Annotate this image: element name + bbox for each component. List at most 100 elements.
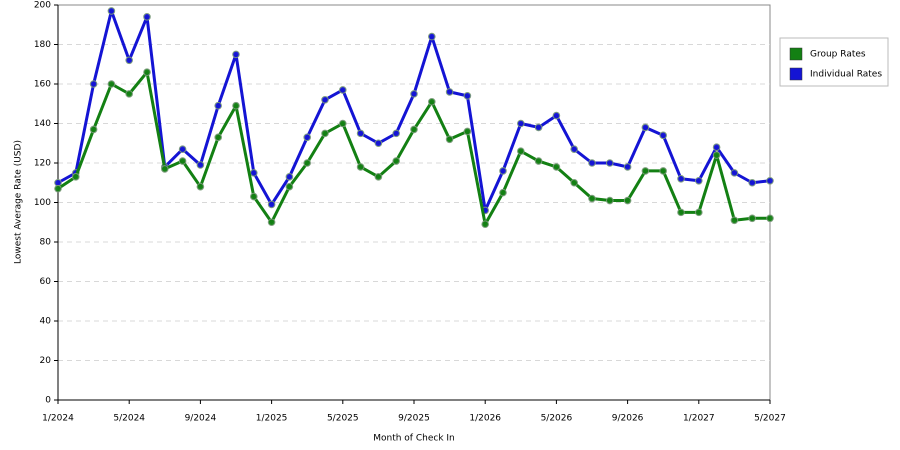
data-point <box>374 139 383 148</box>
data-point <box>89 125 98 134</box>
data-point <box>712 143 721 151</box>
data-point <box>356 163 365 171</box>
data-point <box>303 159 312 167</box>
data-point <box>552 163 561 171</box>
data-point <box>766 214 774 223</box>
data-point <box>445 135 454 144</box>
data-point <box>250 169 258 177</box>
data-point <box>72 173 80 181</box>
data-point <box>143 13 151 21</box>
data-point <box>267 200 276 209</box>
data-point <box>392 129 401 138</box>
data-point <box>588 159 596 167</box>
data-point <box>410 90 418 98</box>
data-point <box>356 129 365 138</box>
data-point <box>285 173 294 181</box>
x-tick-label: 1/2024 <box>42 414 74 424</box>
data-point <box>303 133 312 142</box>
data-point <box>463 92 472 100</box>
data-point <box>178 145 187 153</box>
data-point <box>445 88 454 96</box>
data-point <box>748 178 757 187</box>
y-tick-label: 180 <box>34 40 51 50</box>
data-point <box>623 163 632 171</box>
data-point <box>250 192 258 201</box>
y-tick-label: 160 <box>34 80 51 90</box>
y-tick-label: 120 <box>34 159 51 169</box>
data-point <box>481 220 490 229</box>
y-tick-label: 100 <box>34 198 51 208</box>
y-tick-label: 80 <box>40 238 52 248</box>
data-point <box>748 214 757 223</box>
data-point <box>730 216 739 225</box>
legend-label: Individual Rates <box>810 70 882 80</box>
x-axis-title: Month of Check In <box>373 434 455 444</box>
data-point <box>463 127 472 136</box>
data-point <box>232 50 240 59</box>
y-tick-label: 140 <box>34 119 51 129</box>
data-point <box>534 157 543 165</box>
data-point <box>321 96 329 104</box>
data-point <box>499 167 507 175</box>
data-point <box>677 208 685 217</box>
data-point <box>623 196 632 205</box>
data-point <box>534 123 543 132</box>
data-point <box>214 133 222 142</box>
data-point <box>606 159 614 167</box>
data-point <box>107 7 116 15</box>
data-point <box>232 101 240 110</box>
x-tick-label: 5/2026 <box>541 414 573 424</box>
y-tick-label: 200 <box>34 1 51 11</box>
data-point <box>54 184 62 193</box>
y-axis-title: Lowest Average Rate (USD) <box>14 140 24 264</box>
y-tick-label: 0 <box>45 396 51 406</box>
data-point <box>285 182 294 191</box>
legend-swatch <box>789 67 803 81</box>
data-point <box>517 119 525 128</box>
data-point <box>161 165 169 173</box>
x-tick-label: 9/2025 <box>398 414 430 424</box>
x-tick-label: 5/2027 <box>754 414 786 424</box>
x-tick-label: 1/2027 <box>683 414 715 424</box>
data-point <box>107 80 116 88</box>
data-point <box>267 218 276 227</box>
data-point <box>659 131 668 140</box>
y-tick-label: 60 <box>40 277 52 287</box>
data-point <box>339 86 347 94</box>
data-point <box>766 176 774 185</box>
data-point <box>410 125 418 134</box>
data-point <box>588 194 596 203</box>
data-point <box>730 169 739 177</box>
data-point <box>570 178 579 187</box>
data-point <box>641 123 650 132</box>
data-point <box>374 173 383 181</box>
data-point <box>196 182 205 191</box>
x-tick-label: 9/2024 <box>185 414 217 424</box>
data-point <box>178 157 187 165</box>
data-point <box>552 111 561 120</box>
x-tick-label: 1/2026 <box>469 414 501 424</box>
data-point <box>659 167 668 175</box>
data-point <box>143 68 151 76</box>
data-point <box>695 208 703 217</box>
legend-swatch <box>789 47 803 61</box>
x-tick-label: 1/2025 <box>256 414 288 424</box>
data-point <box>339 119 347 128</box>
data-point <box>570 145 579 153</box>
data-point <box>677 175 685 183</box>
data-point <box>321 129 329 138</box>
data-point <box>89 80 98 88</box>
data-point <box>214 101 222 110</box>
data-point <box>125 56 133 65</box>
data-point <box>428 97 436 106</box>
y-tick-label: 40 <box>40 317 52 327</box>
x-tick-label: 9/2026 <box>612 414 644 424</box>
x-tick-label: 5/2024 <box>113 414 145 424</box>
data-point <box>125 90 133 98</box>
data-point <box>712 151 721 159</box>
y-tick-label: 20 <box>40 356 52 366</box>
data-point <box>392 157 401 165</box>
legend-label: Group Rates <box>810 50 866 60</box>
data-point <box>196 161 205 169</box>
